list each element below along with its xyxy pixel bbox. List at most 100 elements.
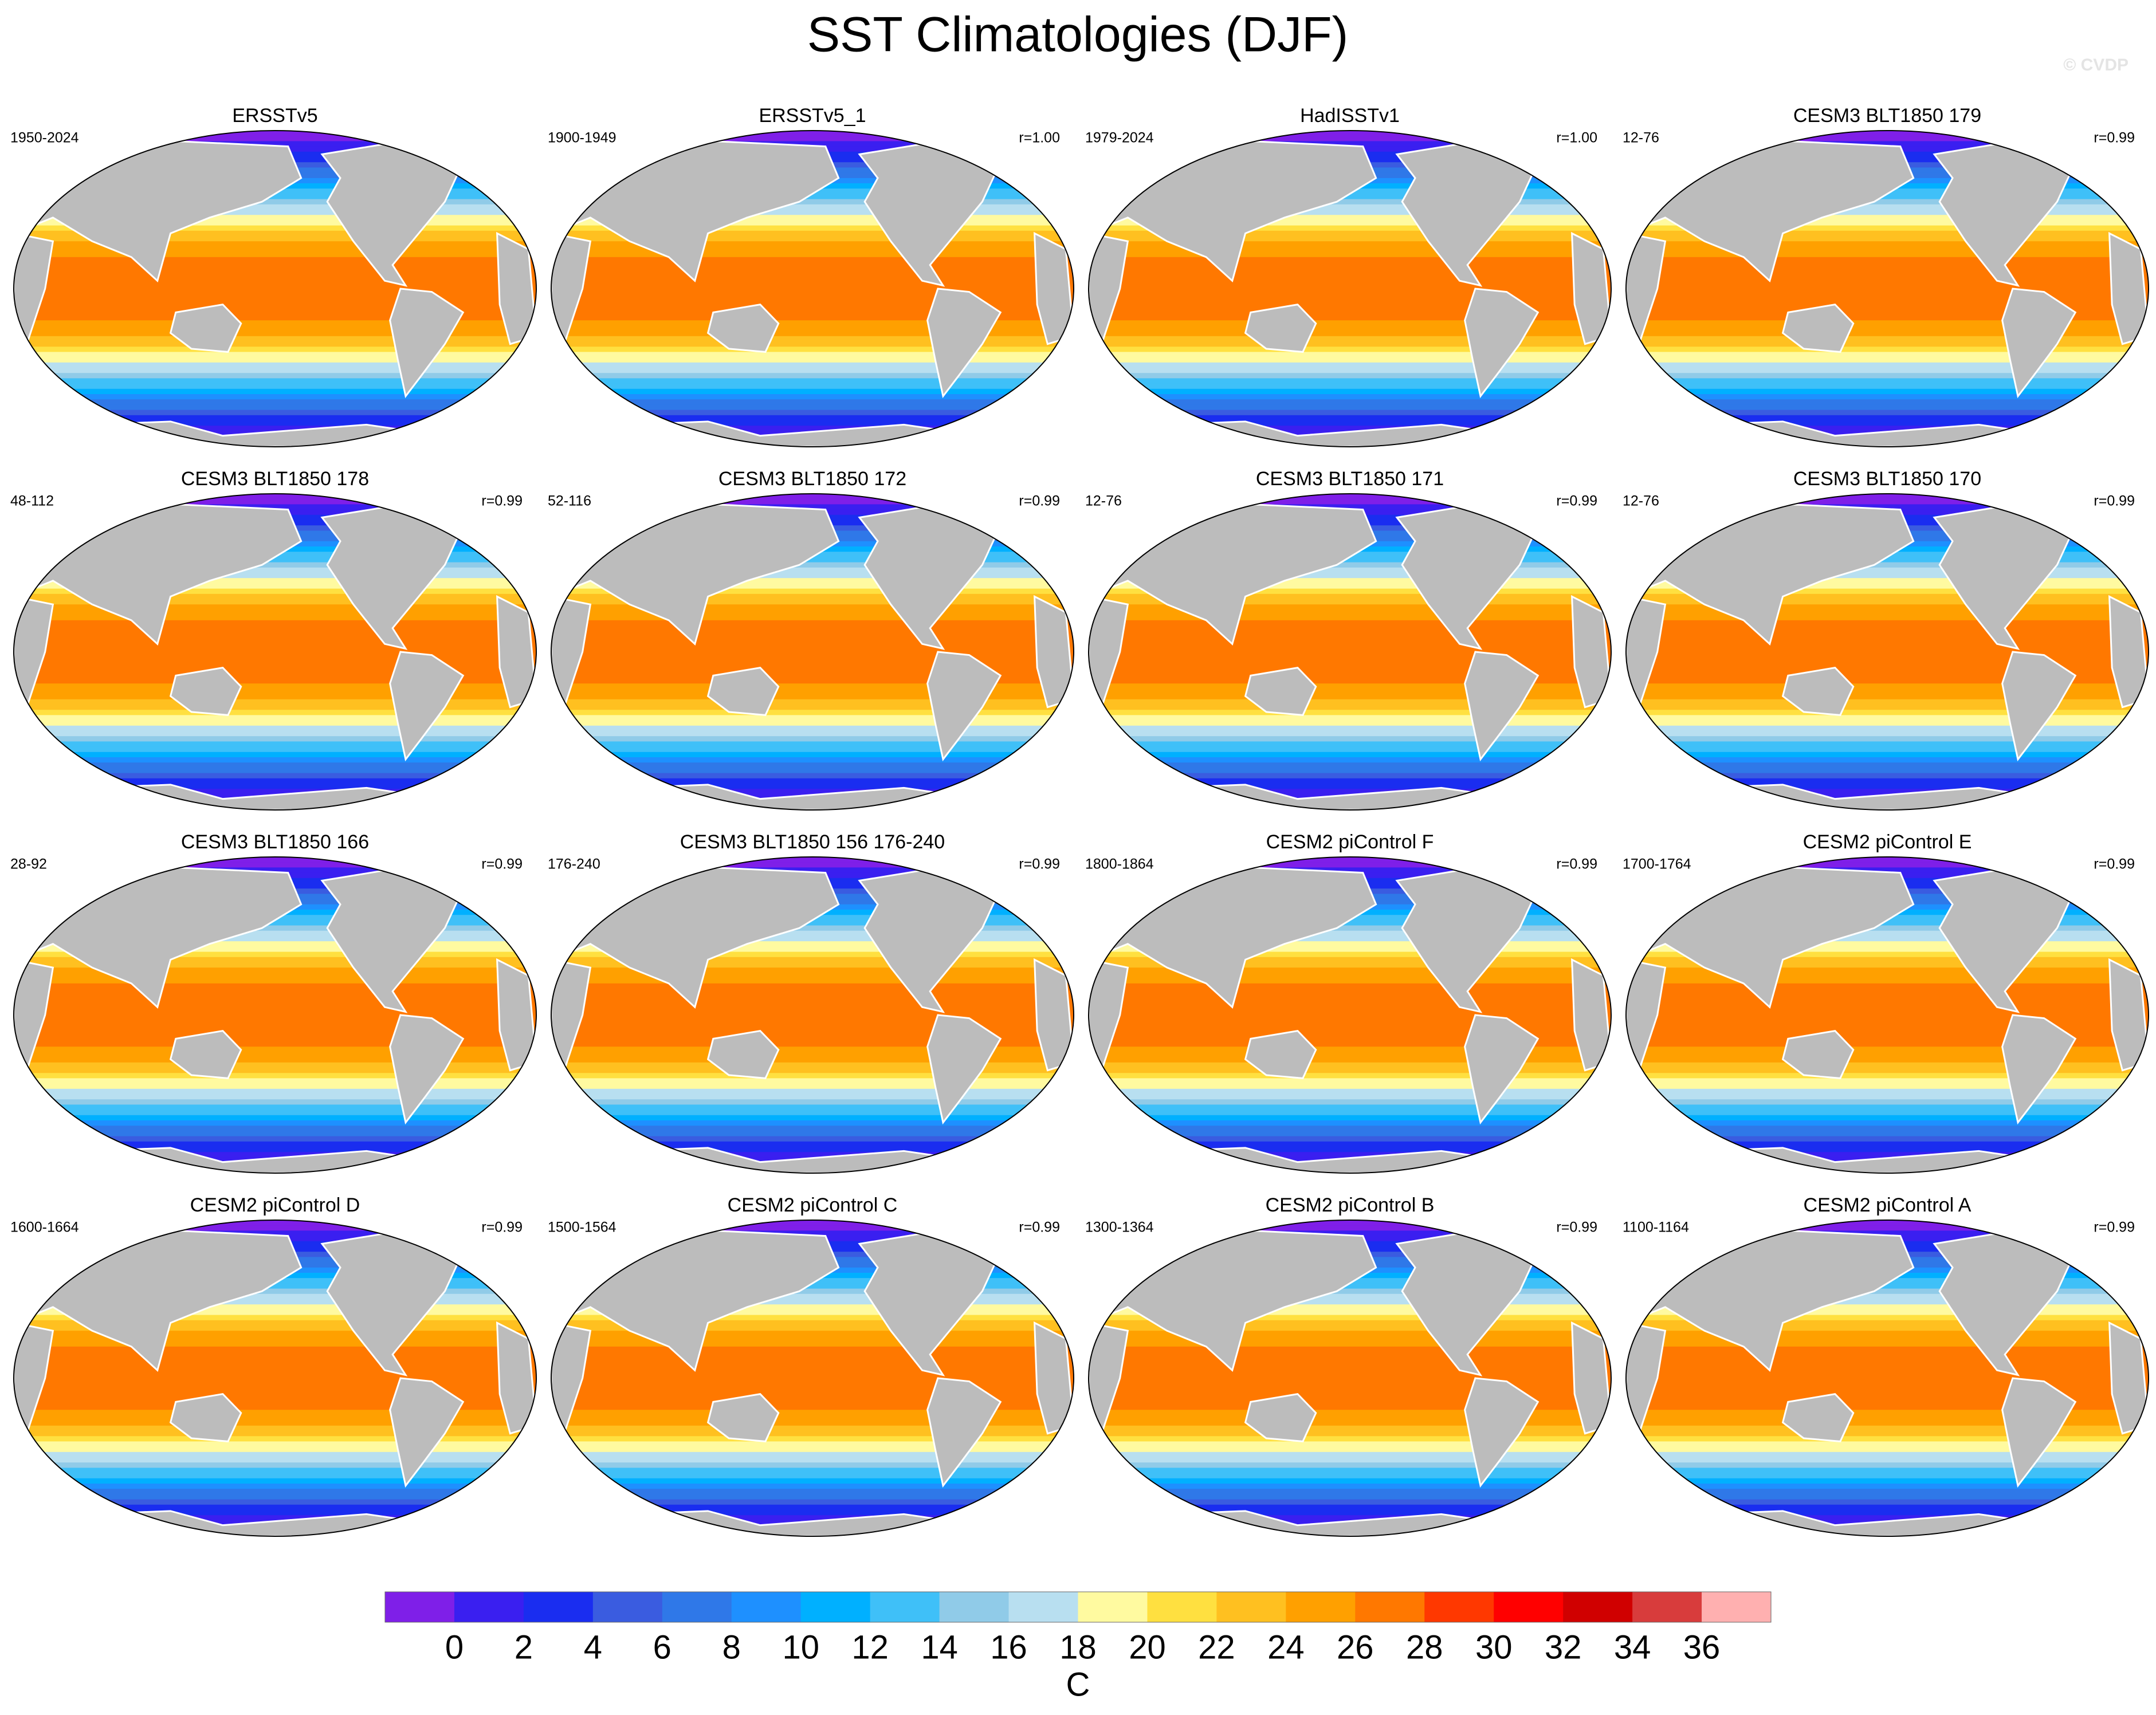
sst-band bbox=[551, 857, 1074, 863]
colorbar-swatch bbox=[385, 1592, 455, 1622]
sst-band bbox=[14, 1230, 536, 1237]
sst-band bbox=[1626, 989, 2149, 995]
map-outline bbox=[551, 856, 1074, 1174]
sst-band bbox=[1626, 983, 2149, 989]
sst-band bbox=[1089, 278, 1611, 284]
sst-band bbox=[1626, 778, 2149, 784]
sst-band bbox=[1089, 999, 1611, 1005]
sst-band bbox=[14, 1057, 536, 1063]
sst-band bbox=[14, 1320, 536, 1326]
sst-band bbox=[14, 1041, 536, 1048]
sst-band bbox=[1626, 268, 2149, 274]
sst-band bbox=[1626, 1383, 2149, 1390]
sst-band bbox=[1626, 362, 2149, 368]
sst-band bbox=[551, 1152, 1074, 1158]
sst-band bbox=[1089, 1383, 1611, 1390]
sst-band bbox=[1626, 1068, 2149, 1074]
map-outline bbox=[1088, 1220, 1612, 1537]
sst-band bbox=[1089, 1141, 1611, 1147]
panel-period: 1979-2024 bbox=[1085, 130, 1154, 146]
sst-band bbox=[14, 725, 536, 731]
land bbox=[1089, 1321, 1129, 1443]
sst-band bbox=[1089, 289, 1611, 295]
colorbar-tick-label: 34 bbox=[1614, 1629, 1651, 1666]
sst-band bbox=[14, 710, 536, 716]
sst-band bbox=[551, 1141, 1074, 1147]
sst-band bbox=[14, 683, 536, 690]
colorbar-swatch bbox=[800, 1592, 871, 1622]
sst-band bbox=[1626, 1446, 2149, 1453]
land bbox=[1244, 303, 1317, 353]
sst-band bbox=[551, 1131, 1074, 1137]
sst-band bbox=[14, 1441, 536, 1447]
sst-field bbox=[1626, 857, 2149, 1173]
land bbox=[1089, 958, 1129, 1080]
panel-period: 1300-1364 bbox=[1085, 1220, 1154, 1236]
sst-band bbox=[14, 1062, 536, 1068]
sst-band bbox=[1626, 699, 2149, 705]
sst-band bbox=[1089, 941, 1611, 947]
sst-band bbox=[1089, 951, 1611, 958]
sst-band bbox=[551, 131, 1074, 137]
sst-band bbox=[551, 593, 1074, 600]
sst-band bbox=[1626, 1120, 2149, 1127]
panel-title: CESM2 piControl D bbox=[190, 1194, 360, 1216]
sst-band bbox=[14, 131, 536, 137]
sst-band bbox=[551, 304, 1074, 310]
sst-band bbox=[1626, 1325, 2149, 1332]
sst-band bbox=[1626, 1372, 2149, 1379]
map-outline bbox=[13, 1220, 537, 1537]
sst-band bbox=[1089, 1331, 1611, 1337]
sst-band bbox=[1089, 1494, 1611, 1500]
sst-band bbox=[1626, 720, 2149, 726]
sst-band bbox=[14, 694, 536, 700]
sst-band bbox=[1089, 1441, 1611, 1447]
sst-band bbox=[14, 962, 536, 969]
sst-band bbox=[14, 210, 536, 216]
sst-band bbox=[1089, 210, 1611, 216]
sst-band bbox=[1089, 1388, 1611, 1395]
sst-band bbox=[14, 773, 536, 779]
sst-band bbox=[1626, 689, 2149, 695]
sst-band bbox=[1626, 1367, 2149, 1374]
land bbox=[551, 232, 592, 354]
sst-band bbox=[1626, 347, 2149, 353]
sst-band bbox=[551, 689, 1074, 695]
sst-band bbox=[1626, 967, 2149, 974]
sst-band bbox=[551, 1220, 1074, 1226]
sst-band bbox=[551, 1473, 1074, 1479]
sst-band bbox=[1626, 1230, 2149, 1237]
sst-band bbox=[551, 347, 1074, 353]
sst-band bbox=[551, 368, 1074, 374]
sst-band bbox=[1626, 1047, 2149, 1053]
sst-band bbox=[551, 1457, 1074, 1464]
sst-band bbox=[14, 620, 536, 626]
sst-band bbox=[1626, 946, 2149, 953]
sst-band bbox=[14, 1372, 536, 1379]
sst-band bbox=[1626, 1462, 2149, 1469]
sst-band bbox=[1626, 626, 2149, 632]
sst-band bbox=[551, 1357, 1074, 1363]
sst-band bbox=[1089, 1304, 1611, 1311]
sst-band bbox=[1626, 1431, 2149, 1437]
sst-band bbox=[1089, 204, 1611, 210]
sst-band bbox=[14, 989, 536, 995]
sst-band bbox=[14, 1015, 536, 1021]
sst-band bbox=[1089, 631, 1611, 637]
sst-band bbox=[551, 752, 1074, 758]
sst-band bbox=[551, 1015, 1074, 1021]
sst-band bbox=[14, 378, 536, 384]
sst-band bbox=[1626, 1315, 2149, 1321]
sst-band bbox=[551, 357, 1074, 363]
sst-band bbox=[1626, 941, 2149, 947]
sst-band bbox=[14, 320, 536, 327]
sst-band bbox=[1089, 867, 1611, 874]
sst-band bbox=[1089, 936, 1611, 942]
sst-band bbox=[551, 705, 1074, 711]
sst-band bbox=[14, 410, 536, 416]
sst-band bbox=[551, 1057, 1074, 1063]
sst-band bbox=[551, 773, 1074, 779]
sst-band bbox=[1626, 1004, 2149, 1010]
sst-band bbox=[1626, 578, 2149, 584]
sst-band bbox=[14, 1047, 536, 1053]
